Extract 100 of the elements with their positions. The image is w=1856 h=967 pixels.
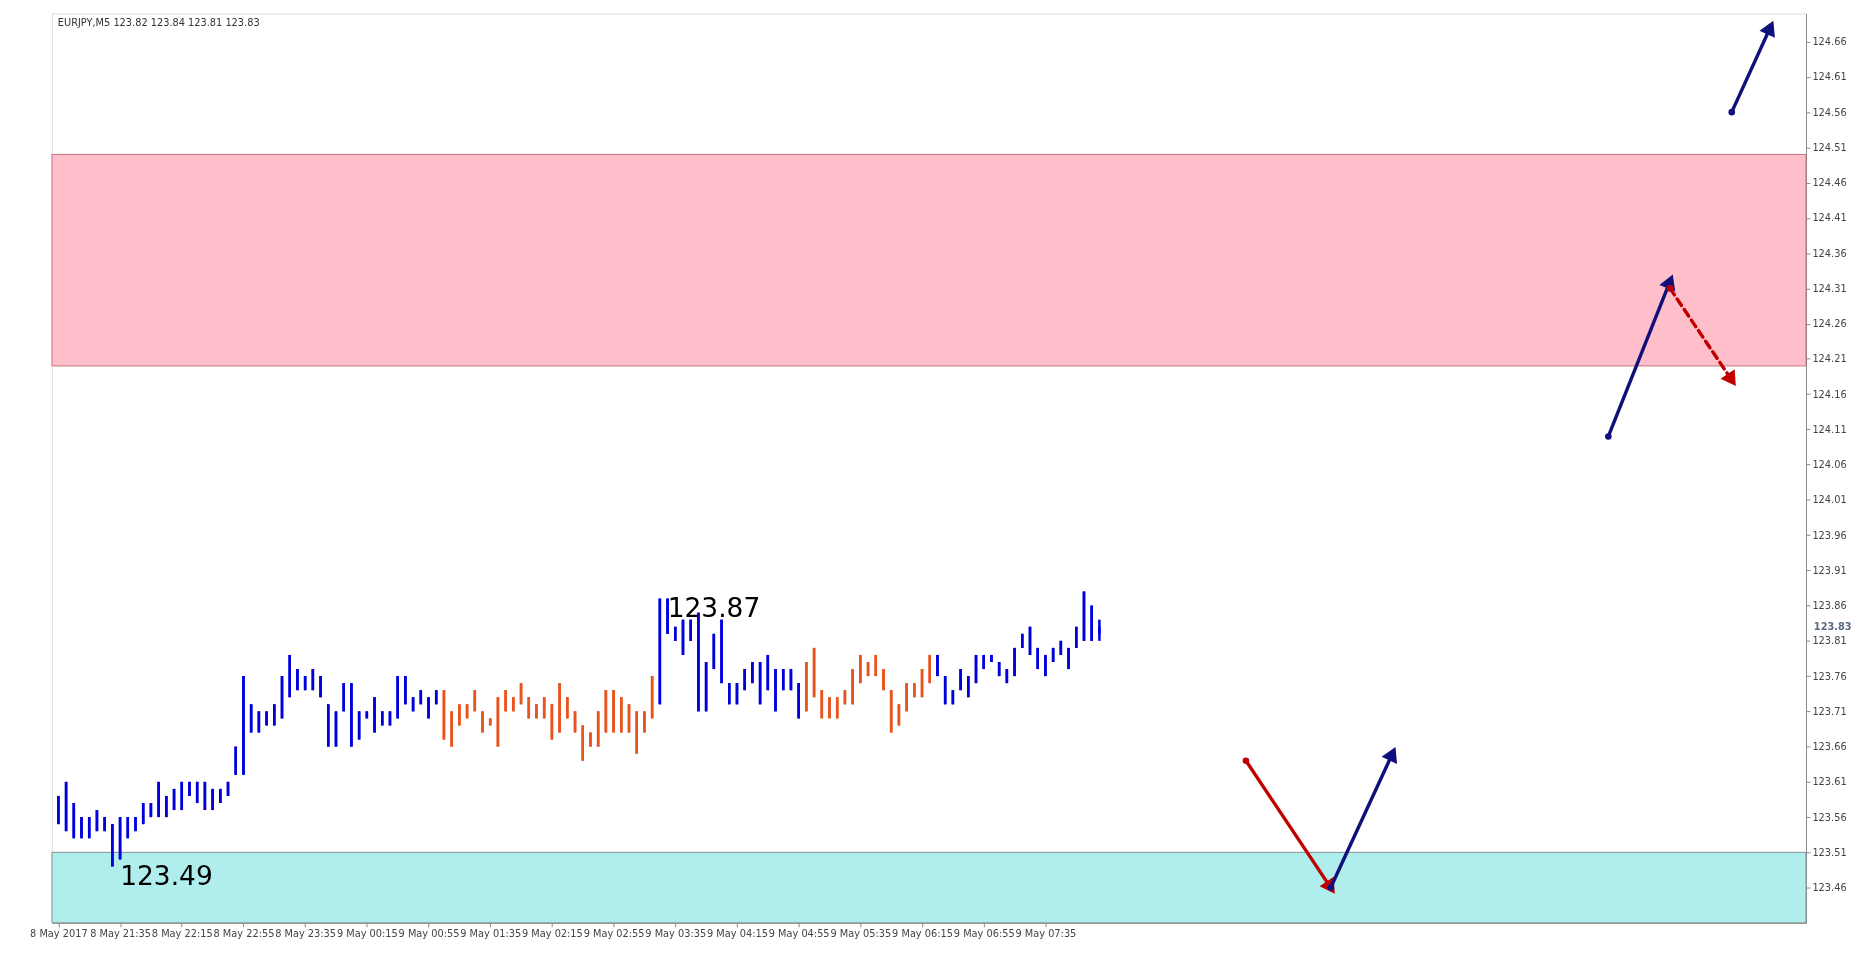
candlestick (512, 695, 515, 713)
candlestick (180, 780, 184, 812)
y-tick-label: 124.21 (1812, 353, 1847, 365)
candlestick (936, 653, 939, 678)
candlestick (797, 681, 800, 720)
y-tick-label: 124.16 (1812, 388, 1847, 400)
candlestick (303, 674, 307, 692)
candlestick (789, 667, 793, 692)
candlestick (219, 787, 222, 805)
candlestick (974, 653, 978, 685)
candlestick (905, 681, 908, 713)
candlestick (951, 688, 955, 706)
candlestick (496, 695, 500, 748)
candlestick (1051, 646, 1055, 664)
candlestick (643, 710, 646, 734)
candlestick (612, 688, 615, 734)
candlestick (758, 660, 762, 706)
candlestick (404, 674, 407, 706)
candlestick (434, 688, 438, 706)
candlestick (427, 695, 430, 720)
candlestick (720, 618, 723, 685)
text: 123.83 (1813, 620, 1852, 632)
candlestick (87, 815, 91, 840)
candlestick (566, 695, 569, 720)
candlestick (72, 801, 76, 840)
candlestick (805, 660, 808, 713)
x-tick-label: 9 May 07:35 (1015, 928, 1077, 940)
candlestick (1036, 646, 1039, 671)
candlestick (959, 667, 962, 692)
candlestick (211, 787, 214, 812)
candlestick (943, 674, 947, 706)
candlestick (465, 703, 469, 720)
candlestick (380, 710, 384, 727)
candlestick (141, 801, 145, 826)
candlestick (342, 681, 345, 713)
candlestick (165, 794, 168, 819)
candlestick (535, 703, 538, 720)
candlestick (311, 667, 315, 692)
candlestick (928, 653, 932, 685)
candlestick (95, 808, 99, 833)
x-tick-label: 9 May 03:35 (645, 928, 707, 940)
y-tick-label: 123.71 (1812, 705, 1847, 717)
candlestick (111, 822, 114, 868)
candlestick (1098, 618, 1101, 643)
candlestick (982, 653, 986, 671)
candlestick (812, 646, 816, 699)
candlestick (273, 703, 276, 727)
candlestick (481, 710, 484, 734)
candlestick (828, 695, 831, 720)
candlestick (874, 653, 878, 678)
candlestick (226, 780, 230, 798)
candlestick (257, 710, 261, 734)
candlestick (589, 731, 592, 748)
y-tick-label: 123.81 (1812, 635, 1847, 647)
candlestick (396, 674, 399, 720)
y-tick-label: 123.91 (1812, 564, 1847, 576)
candlestick (727, 681, 731, 706)
candlestick (458, 703, 461, 727)
x-tick-label: 9 May 00:15 (336, 928, 398, 940)
x-tick-label: 9 May 04:15 (707, 928, 768, 940)
y-tick-label: 124.36 (1812, 247, 1847, 259)
y-tick-label: 124.56 (1812, 106, 1847, 118)
candlestick (319, 674, 322, 699)
candlestick (504, 688, 507, 713)
x-tick-label: 9 May 02:55 (583, 928, 645, 940)
candlestick (296, 667, 299, 692)
candlestick (689, 618, 692, 643)
annotation: 123.87 (667, 592, 761, 624)
y-tick-label: 123.66 (1812, 741, 1847, 753)
candlestick (1090, 604, 1093, 643)
y-tick-label: 124.11 (1812, 423, 1847, 435)
x-tick-label: 8 May 21:35 (90, 928, 151, 940)
point (1242, 757, 1250, 764)
candlestick (882, 667, 885, 692)
annotation: 123.49 (120, 860, 213, 892)
candlestick (234, 745, 238, 777)
candlestick (743, 667, 746, 692)
candlestick (1013, 646, 1016, 678)
x-tick-label: 9 May 00:55 (398, 928, 460, 940)
candlestick (581, 724, 585, 762)
candlestick (103, 815, 106, 833)
candlestick (913, 681, 916, 699)
candlestick (419, 688, 423, 706)
candlestick (573, 710, 577, 734)
x-tick-label: 9 May 01:35 (460, 928, 522, 940)
candlestick (967, 674, 970, 699)
candlestick (357, 710, 361, 741)
candlestick (658, 597, 662, 706)
candlestick (990, 653, 993, 664)
y-tick-label: 123.96 (1812, 529, 1847, 541)
candlestick (149, 801, 153, 819)
candlestick (527, 695, 531, 720)
candlestick (835, 695, 839, 720)
y-tick-label: 124.46 (1812, 177, 1847, 189)
y-tick-label: 124.51 (1812, 141, 1847, 153)
y-tick-label: 124.61 (1812, 71, 1847, 83)
candlestick (1044, 653, 1047, 678)
candlestick (766, 653, 770, 692)
y-tick-label: 124.41 (1812, 212, 1847, 224)
candlestick (627, 703, 631, 734)
